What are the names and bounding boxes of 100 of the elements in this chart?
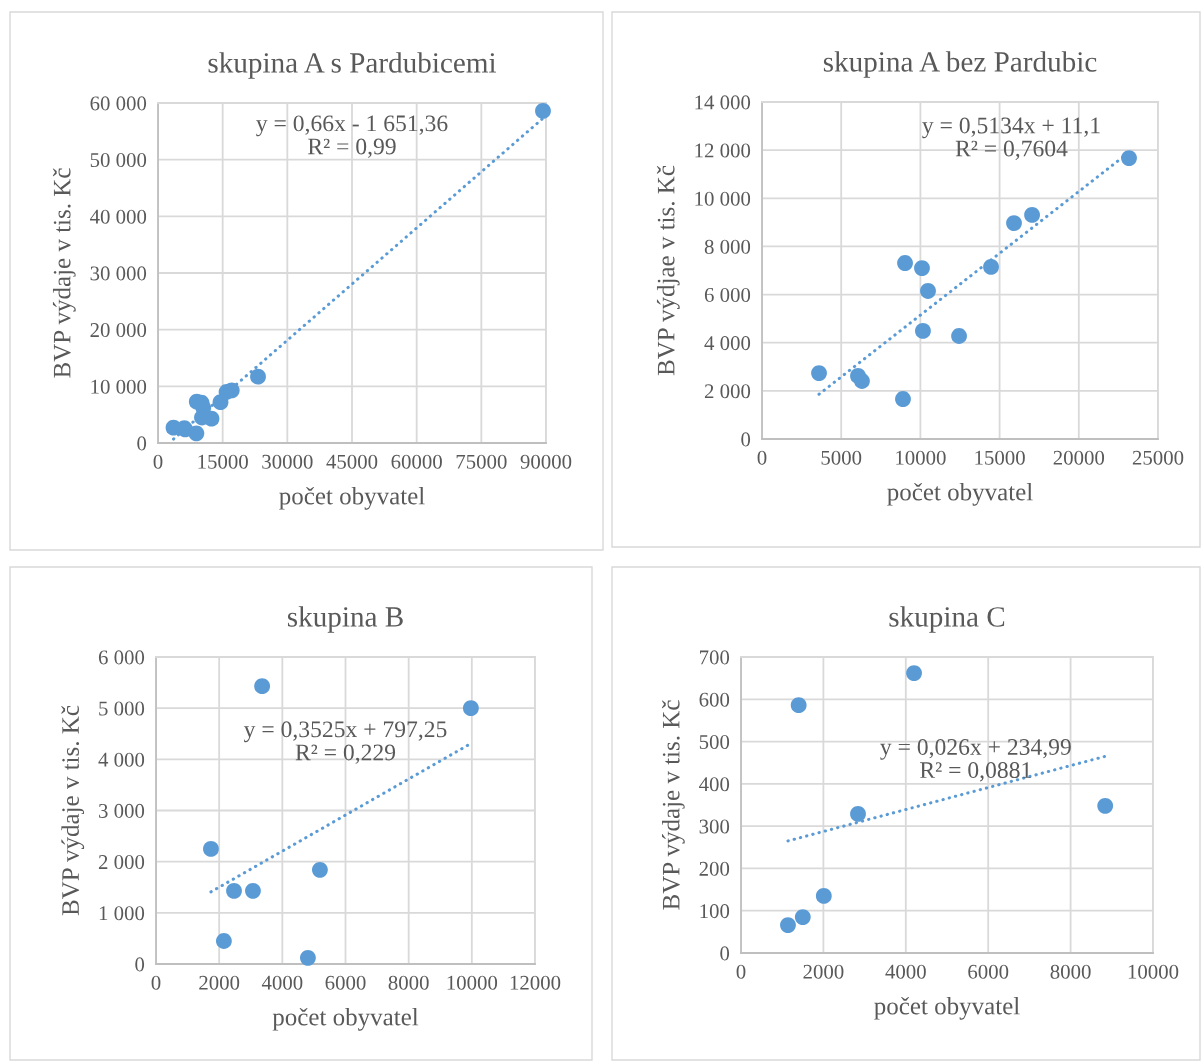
y-tick-label: 6 000 <box>704 287 751 302</box>
point <box>914 260 930 277</box>
x-tick-label: 10000 <box>896 450 946 465</box>
y-tick-label: 3 000 <box>99 803 145 818</box>
x-tick-label: 2000 <box>803 964 844 979</box>
x-axis-title: počet obyvatel <box>887 482 1033 506</box>
y-tick-label: 8 000 <box>704 239 751 254</box>
point <box>794 909 811 925</box>
point <box>1121 150 1137 166</box>
point <box>815 888 832 904</box>
point <box>462 700 479 717</box>
y-tick-label: 200 <box>699 861 730 876</box>
point <box>790 697 807 714</box>
x-tick-label: 5000 <box>821 450 862 465</box>
point <box>1006 215 1022 231</box>
x-tick-label: 45000 <box>326 454 378 469</box>
y-axis-title: BVP výdjae v tis. Kč <box>656 165 680 376</box>
x-tick-label: 0 <box>153 454 163 469</box>
y-axis-title: BVP výdaje v tis. Kč <box>661 700 685 910</box>
annotation: y = 0,3525x + 797,25 R² = 0,229 <box>243 721 447 764</box>
point <box>983 258 999 275</box>
point <box>897 255 913 271</box>
y-tick-label: 600 <box>699 692 730 707</box>
y-tick-label: 0 <box>741 432 751 447</box>
x-tick-label: 10000 <box>447 975 498 990</box>
point <box>895 391 911 407</box>
y-axis-title: BVP výdaje v tis. Kč <box>61 705 85 916</box>
point <box>215 933 232 949</box>
y-tick-label: 60 000 <box>90 96 147 111</box>
x-axis-title: počet obyvatel <box>874 996 1020 1020</box>
point <box>906 665 922 681</box>
y-tick-label: 20 000 <box>90 323 147 338</box>
x-tick-label: 15000 <box>975 450 1025 465</box>
point <box>188 425 205 442</box>
point <box>811 365 827 381</box>
point <box>850 805 866 822</box>
y-tick-label: 2 000 <box>704 384 751 399</box>
chart-title: skupina B <box>287 606 403 633</box>
y-tick-label: 5 000 <box>99 701 145 716</box>
y-tick-label: 400 <box>699 777 730 792</box>
annotation: y = 0,66x - 1 651,36 R² = 0,99 <box>256 115 448 158</box>
chart-title: skupina C <box>889 606 1005 633</box>
x-tick-label: 0 <box>151 975 161 990</box>
x-tick-label: 25000 <box>1132 450 1184 465</box>
point <box>203 840 219 857</box>
y-tick-label: 30 000 <box>90 266 147 281</box>
x-axis-title: počet obyvatel <box>272 1007 419 1031</box>
y-tick-label: 700 <box>700 650 730 665</box>
annotation: y = 0,5134x + 11,1 R² = 0,7604 <box>922 117 1100 160</box>
y-tick-label: 6 000 <box>98 650 145 665</box>
annotation: y = 0,026x + 234,99 R² = 0,0881 <box>880 738 1071 782</box>
y-axis-title: BVP výdaje v tis. Kč <box>52 168 76 378</box>
x-tick-label: 4000 <box>885 964 926 979</box>
y-tick-label: 300 <box>699 819 730 834</box>
y-tick-label: 4 000 <box>704 336 751 351</box>
point <box>920 283 936 299</box>
y-tick-label: 12 000 <box>695 143 751 158</box>
point <box>854 373 870 389</box>
x-tick-label: 10000 <box>1128 964 1179 979</box>
point <box>1024 206 1040 223</box>
point <box>300 949 316 966</box>
x-tick-label: 20000 <box>1053 450 1105 465</box>
y-tick-label: 2 000 <box>98 855 145 870</box>
y-tick-label: 100 <box>700 904 730 919</box>
x-tick-label: 30000 <box>262 454 313 469</box>
x-tick-label: 15000 <box>198 454 248 469</box>
x-tick-label: 8000 <box>388 975 429 990</box>
x-tick-label: 60000 <box>391 454 442 469</box>
chart-title: skupina A s Pardubicemi <box>208 52 497 79</box>
x-tick-label: 75000 <box>456 454 507 469</box>
y-tick-label: 50 000 <box>90 153 147 168</box>
y-tick-label: 10 000 <box>695 191 751 206</box>
y-tick-label: 40 000 <box>90 209 147 224</box>
x-tick-label: 0 <box>757 450 767 465</box>
x-tick-label: 90000 <box>520 454 572 469</box>
point <box>254 678 271 695</box>
x-tick-label: 2000 <box>199 975 240 990</box>
point <box>250 368 266 385</box>
y-tick-label: 10 000 <box>91 379 147 394</box>
point <box>1097 797 1114 814</box>
y-tick-label: 4 000 <box>98 752 145 767</box>
point <box>203 410 220 427</box>
x-tick-label: 8000 <box>1050 964 1091 979</box>
point <box>780 917 796 934</box>
y-tick-label: 14 000 <box>695 95 751 110</box>
point <box>245 882 261 899</box>
point <box>226 882 242 899</box>
y-tick-label: 0 <box>720 946 730 961</box>
x-tick-label: 12000 <box>510 975 561 990</box>
point <box>535 103 551 119</box>
chart-title: skupina A bez Pardubic <box>823 51 1097 78</box>
x-axis-title: počet obyvatel <box>279 486 425 510</box>
point <box>915 323 931 339</box>
point <box>312 861 328 878</box>
y-tick-label: 0 <box>137 436 147 451</box>
x-tick-label: 6000 <box>325 975 366 990</box>
x-tick-label: 6000 <box>968 964 1009 979</box>
y-tick-label: 500 <box>699 734 730 749</box>
y-tick-label: 1 000 <box>99 906 145 921</box>
x-tick-label: 4000 <box>261 975 303 990</box>
